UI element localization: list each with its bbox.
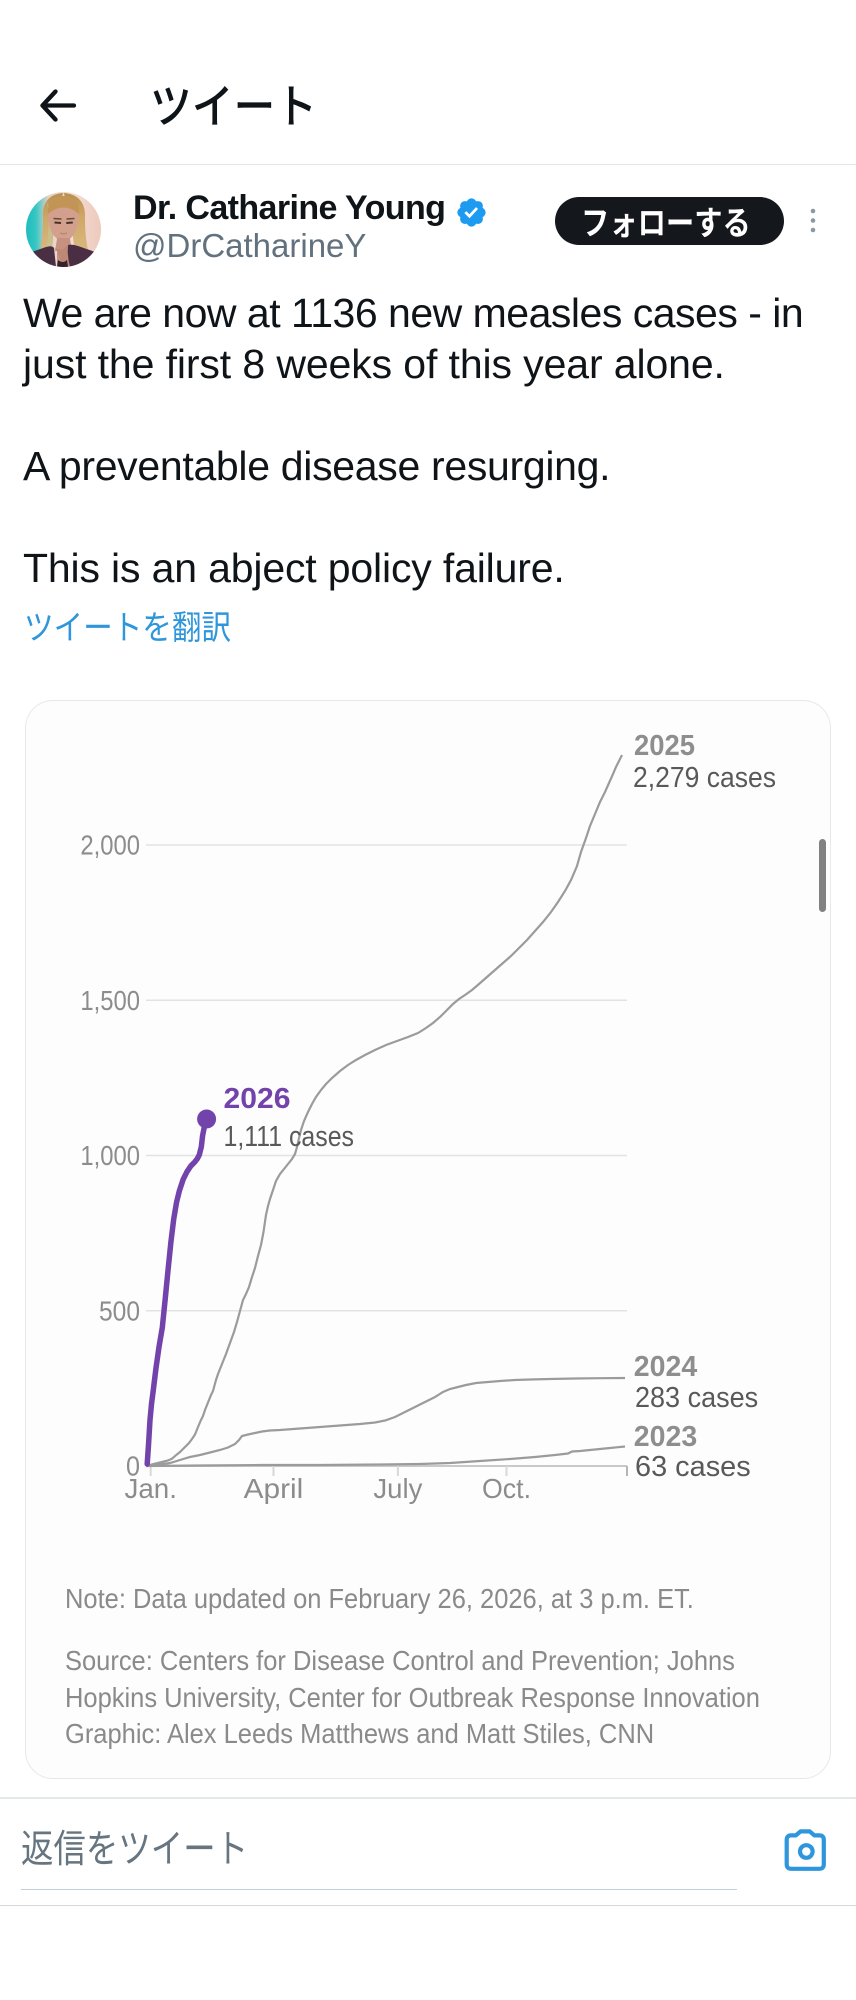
svg-text:2026: 2026 (224, 1083, 291, 1115)
svg-text:2,000: 2,000 (80, 830, 140, 861)
svg-text:April: April (244, 1473, 304, 1504)
svg-text:1,000: 1,000 (80, 1140, 140, 1171)
svg-text:Oct.: Oct. (482, 1473, 531, 1504)
svg-text:283 cases: 283 cases (635, 1382, 758, 1414)
svg-text:2,279 cases: 2,279 cases (633, 762, 776, 794)
svg-text:1,111 cases: 1,111 cases (224, 1121, 355, 1153)
svg-text:July: July (373, 1473, 422, 1504)
svg-text:0: 0 (126, 1451, 140, 1482)
svg-text:2024: 2024 (634, 1351, 697, 1383)
svg-text:500: 500 (99, 1295, 140, 1326)
svg-text:2025: 2025 (634, 730, 695, 762)
svg-text:63 cases: 63 cases (635, 1451, 751, 1483)
svg-text:Jan.: Jan. (124, 1473, 177, 1504)
svg-text:1,500: 1,500 (80, 985, 140, 1016)
svg-text:2023: 2023 (634, 1421, 697, 1453)
